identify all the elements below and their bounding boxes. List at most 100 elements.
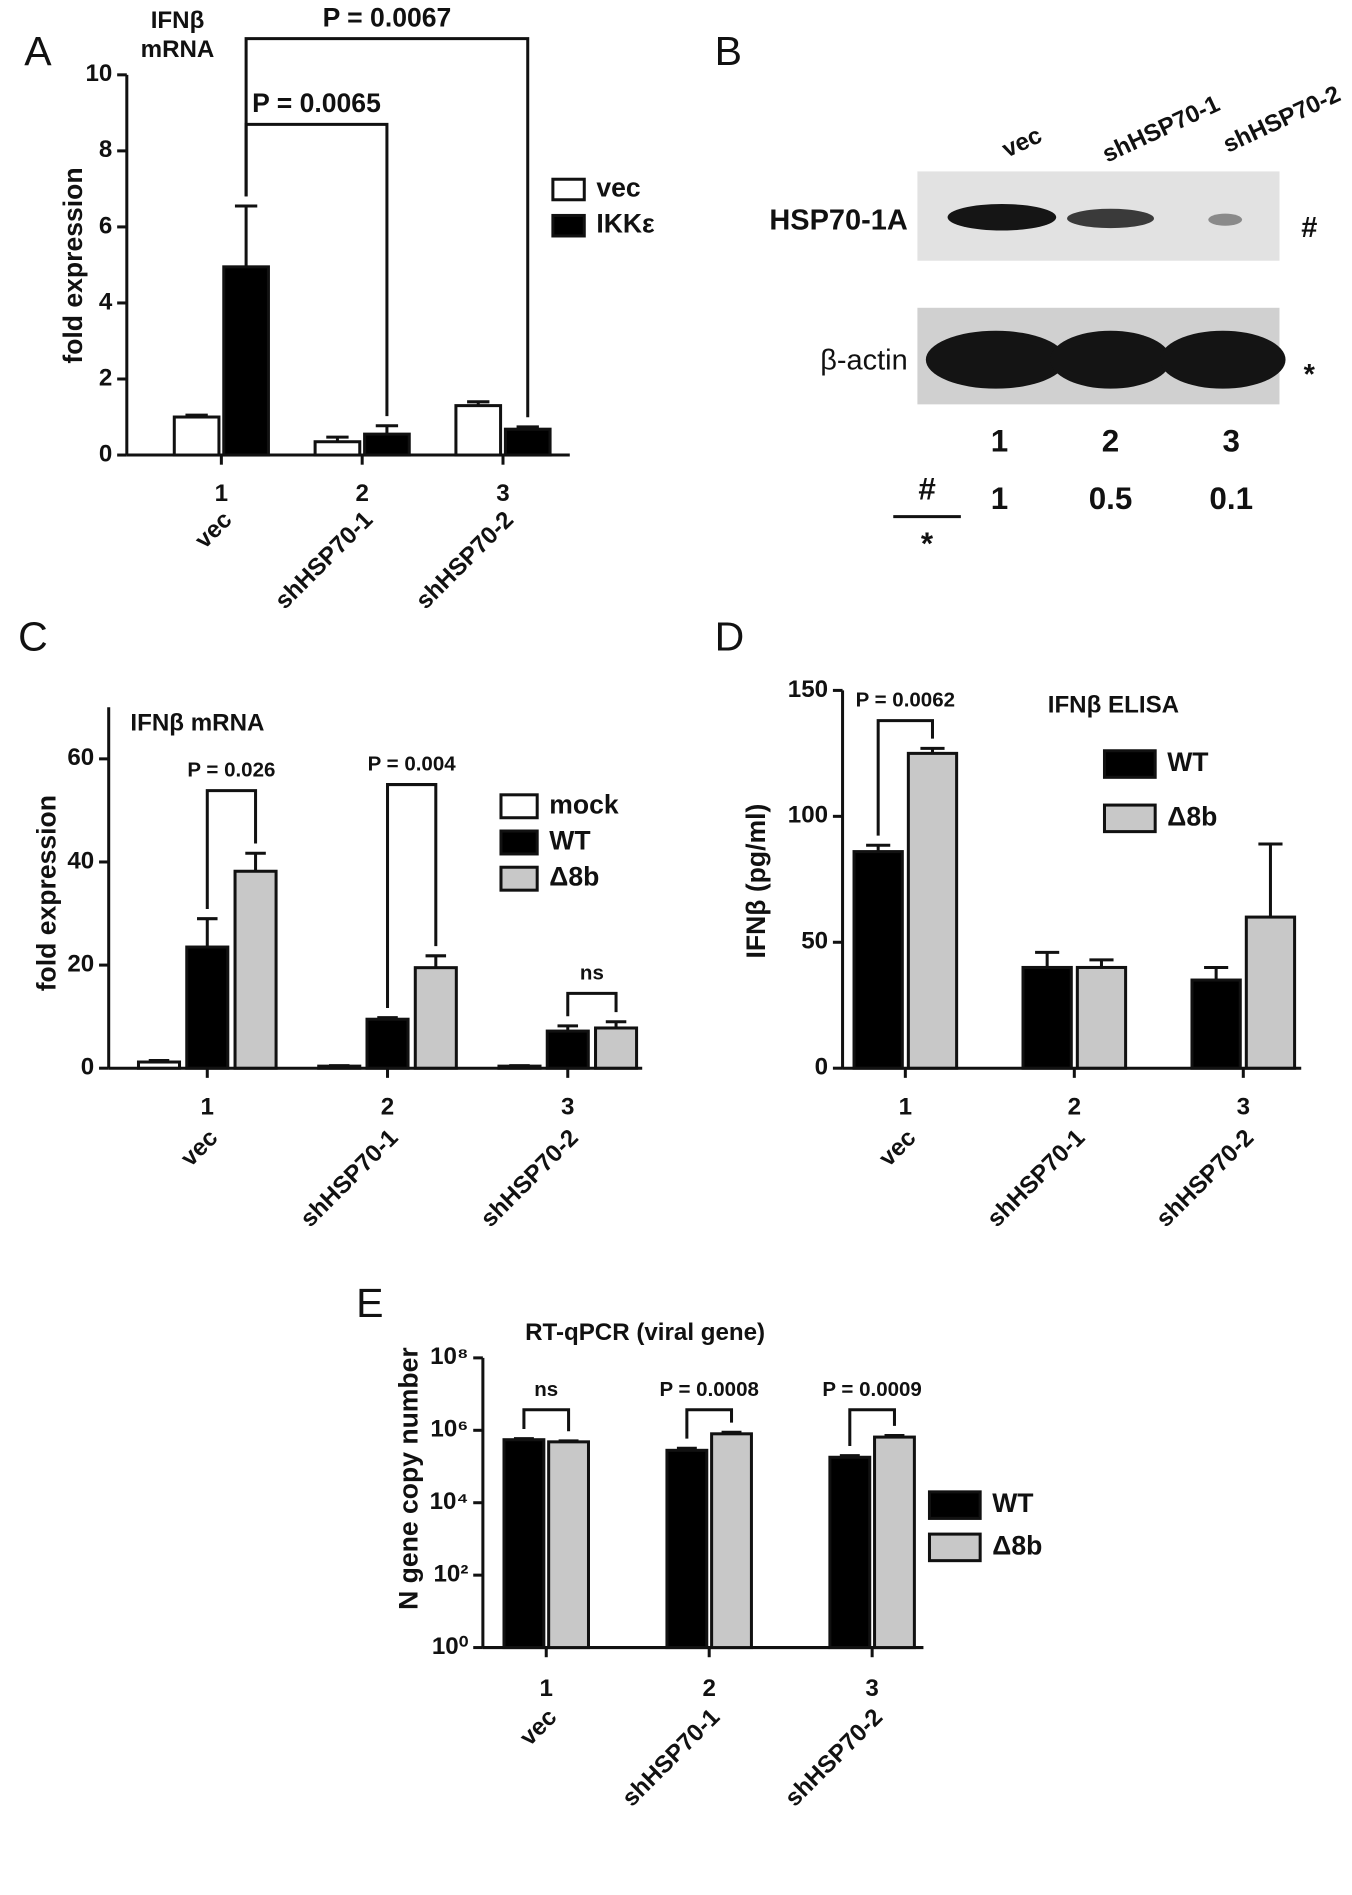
bar <box>413 966 458 1070</box>
y-tick-label: 4 <box>99 288 113 315</box>
bar <box>233 869 278 1070</box>
y-tick-label: 10 <box>85 60 112 87</box>
significance-label: ns <box>534 1378 558 1401</box>
significance-label: P = 0.0062 <box>856 689 955 712</box>
x-tick-label: 2 <box>355 480 368 507</box>
bar <box>1244 915 1297 1070</box>
lane-number: 2 <box>1102 423 1119 458</box>
legend-swatch <box>499 829 539 856</box>
row-label: HSP70-1A <box>769 205 907 237</box>
ratio-value: 0.5 <box>1089 481 1133 516</box>
group-label: shHSP70-1 <box>982 1124 1090 1232</box>
significance-bracket <box>386 783 438 1009</box>
bar <box>594 1026 639 1070</box>
panel-label: A <box>24 28 52 74</box>
y-tick-label: 10⁶ <box>430 1416 468 1443</box>
significance-label: P = 0.0067 <box>323 2 452 32</box>
lane-label: vec <box>998 122 1046 163</box>
bar <box>852 850 904 1070</box>
band <box>1050 330 1171 389</box>
y-tick-label: 0 <box>99 440 112 467</box>
x-tick-label: 3 <box>496 480 509 507</box>
bar <box>222 265 270 457</box>
chart-title: mRNA <box>141 36 215 63</box>
significance-label: P = 0.026 <box>187 759 275 782</box>
y-tick-label: 20 <box>67 950 94 977</box>
y-axis-label: IFNβ (pg/ml) <box>741 804 771 959</box>
significance-label: P = 0.0009 <box>822 1378 921 1401</box>
group-label: shHSP70-1 <box>270 506 378 614</box>
y-tick-label: 150 <box>788 676 828 703</box>
y-tick-label: 10² <box>434 1561 469 1588</box>
panel-label: B <box>715 28 742 74</box>
x-tick-label: 3 <box>865 1675 878 1702</box>
band <box>925 330 1066 389</box>
group-label: shHSP70-2 <box>411 506 519 614</box>
lane-label: shHSP70-2 <box>1219 81 1345 159</box>
y-axis-label: N gene copy number <box>393 1347 423 1610</box>
bar <box>710 1432 753 1650</box>
ratio-value: 0.1 <box>1209 481 1253 516</box>
legend-swatch <box>1102 803 1157 834</box>
x-tick-label: 2 <box>702 1675 715 1702</box>
row-label: β-actin <box>820 345 907 377</box>
chart-title: IFNβ mRNA <box>130 710 264 737</box>
panel-label: E <box>356 1280 383 1326</box>
bar <box>497 1064 542 1070</box>
y-tick-label: 6 <box>99 212 112 239</box>
significance-bracket <box>566 991 618 1017</box>
bar <box>545 1029 590 1070</box>
legend-swatch <box>1102 749 1157 779</box>
significance-bracket <box>244 37 530 418</box>
legend-label: mock <box>549 789 619 819</box>
row-marker: * <box>1304 359 1316 391</box>
x-tick-label: 1 <box>540 1675 553 1702</box>
bar <box>185 945 230 1070</box>
legend-swatch <box>551 177 586 202</box>
bar <box>172 415 221 457</box>
group-label: vec <box>176 1124 224 1172</box>
bar <box>365 1017 410 1070</box>
legend-label: vec <box>596 173 640 203</box>
lane-label: shHSP70-1 <box>1098 90 1224 168</box>
lane-number: 1 <box>991 423 1008 458</box>
x-tick-label: 1 <box>215 480 228 507</box>
x-tick-label: 2 <box>1068 1093 1081 1120</box>
y-tick-label: 100 <box>788 802 828 829</box>
legend-swatch <box>499 793 539 820</box>
legend-label: WT <box>1167 747 1208 777</box>
bar <box>547 1440 591 1650</box>
bar <box>136 1060 182 1070</box>
band <box>947 203 1057 231</box>
group-label: shHSP70-1 <box>295 1124 403 1232</box>
bar <box>1075 965 1128 1070</box>
significance-label: P = 0.0065 <box>252 88 381 118</box>
significance-bracket <box>685 1408 734 1439</box>
band <box>1160 330 1286 389</box>
blot-panel: B vec shHSP70-1 shHSP70-2 HSP70-1A # β-a… <box>715 28 1345 561</box>
legend-swatch <box>927 1532 982 1563</box>
legend-label: IKKε <box>596 209 655 239</box>
bar <box>665 1448 709 1650</box>
bar <box>317 1064 362 1070</box>
legend-label: Δ8b <box>1167 801 1217 831</box>
significance-label: P = 0.0008 <box>660 1378 759 1401</box>
significance-label: P = 0.004 <box>368 753 457 776</box>
chart-title: RT-qPCR (viral gene) <box>525 1319 765 1346</box>
group-label: vec <box>874 1124 922 1172</box>
legend-label: Δ8b <box>549 862 599 892</box>
significance-label: ns <box>580 961 604 984</box>
y-tick-label: 10⁰ <box>432 1633 469 1660</box>
band <box>1067 208 1154 229</box>
significance-bracket <box>876 719 934 836</box>
legend-swatch <box>499 865 539 892</box>
x-tick-label: 1 <box>899 1093 912 1120</box>
y-tick-label: 0 <box>81 1054 94 1081</box>
y-tick-label: 0 <box>815 1054 828 1081</box>
chart-title: IFNβ ELISA <box>1048 691 1179 718</box>
y-tick-label: 10⁸ <box>430 1343 468 1370</box>
bar <box>1021 965 1073 1070</box>
legend-label: WT <box>992 1488 1033 1518</box>
bar <box>906 751 959 1070</box>
